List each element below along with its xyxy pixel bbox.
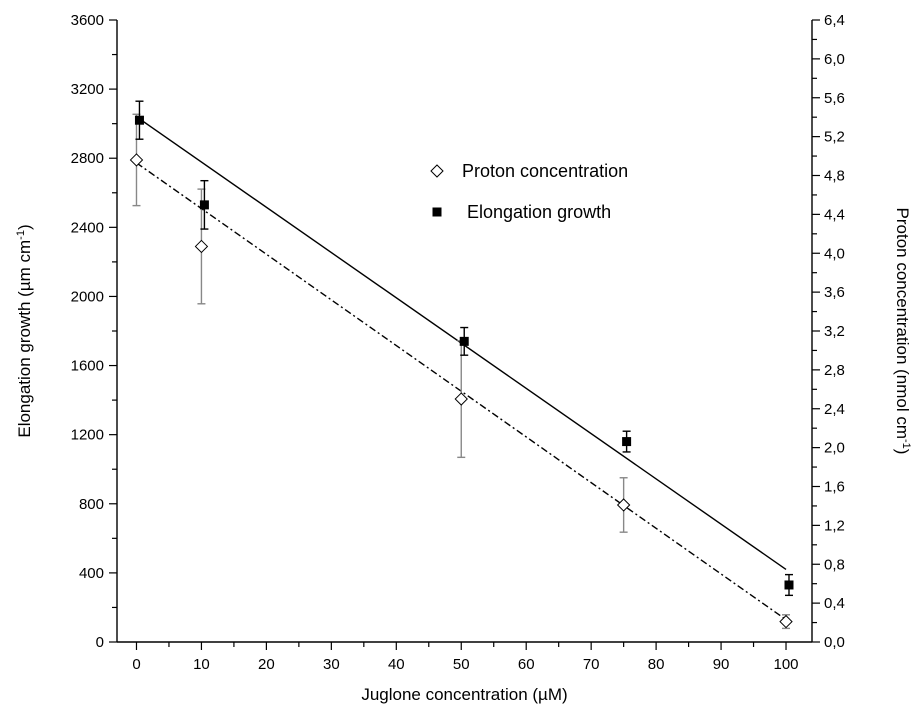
x-tick-label: 20 — [258, 656, 275, 673]
y-left-tick-label: 2800 — [71, 150, 104, 167]
y-left-axis-title-superscript: -1 — [15, 230, 27, 240]
legend-label-proton: Proton concentration — [462, 161, 628, 181]
y-right-tick-label: 5,6 — [824, 90, 845, 107]
y-right-axis-title-superscript: -1 — [900, 439, 912, 449]
y-left-tick-label: 2000 — [71, 288, 104, 305]
elongation-point — [459, 336, 469, 346]
legend: Proton concentration Elongation growth — [430, 161, 628, 222]
y-left-axis-title-main: Elongation growth (µm cm — [15, 240, 34, 438]
y-left-axis-title-tail: ) — [15, 224, 34, 230]
elongation-point — [622, 437, 632, 447]
y-right-tick-label: 3,6 — [824, 284, 845, 301]
y-right-tick-label: 4,0 — [824, 245, 845, 262]
proton-point — [194, 239, 209, 254]
y-right-axis-title-tail: ) — [893, 449, 912, 455]
proton-fit-line — [136, 162, 787, 621]
x-tick-label: 0 — [132, 656, 140, 673]
y-right-tick-label: 5,2 — [824, 129, 845, 146]
y-left-tick-label: 3200 — [71, 81, 104, 98]
x-tick-label: 50 — [453, 656, 470, 673]
y-right-axis-title-main: Proton concentration (nmol cm — [893, 208, 912, 440]
x-tick-label: 100 — [774, 656, 799, 673]
x-tick-label: 90 — [713, 656, 730, 673]
y-left-axis-title: Elongation growth (µm cm-1) — [15, 224, 34, 437]
proton-point — [616, 498, 631, 512]
legend-marker-elongation — [432, 207, 442, 217]
proton-point — [454, 392, 468, 406]
y-left-tick-label: 800 — [79, 496, 104, 513]
y-right-tick-label: 3,2 — [824, 323, 845, 340]
legend-label-elongation: Elongation growth — [467, 202, 611, 222]
y-right-tick-label: 6,0 — [824, 51, 845, 68]
x-tick-label: 70 — [583, 656, 600, 673]
y-right-tick-label: 2,4 — [824, 401, 845, 418]
y-right-tick-label: 1,2 — [824, 517, 845, 534]
y-right-tick-label: 4,4 — [824, 206, 845, 223]
y-right-tick-label: 2,8 — [824, 362, 845, 379]
y-right-tick-label: 4,8 — [824, 168, 845, 185]
y-right-axis-title: Proton concentration (nmol cm-1) — [893, 208, 912, 455]
y-left-tick-label: 1200 — [71, 427, 104, 444]
elongation-point — [784, 580, 794, 590]
y-right-tick-label: 0,0 — [824, 634, 845, 651]
y-left-tick-label: 3600 — [71, 12, 104, 29]
data-points — [129, 100, 794, 630]
x-tick-label: 40 — [388, 656, 405, 673]
axes: 0 10 20 30 40 50 60 70 80 90 100 0 400 800 1200 1600 200… — [15, 12, 912, 704]
x-axis-title: Juglone concentration (µM) — [361, 685, 567, 704]
x-tick-label: 80 — [648, 656, 665, 673]
x-tick-label: 30 — [323, 656, 340, 673]
y-left-tick-label: 400 — [79, 565, 104, 582]
elongation-point — [134, 115, 144, 125]
x-tick-label: 60 — [518, 656, 535, 673]
y-right-tick-label: 6,4 — [824, 12, 845, 29]
y-right-tick-label: 2,0 — [824, 440, 845, 457]
proton-point — [129, 153, 144, 167]
y-left-tick-label: 2400 — [71, 219, 104, 236]
y-right-tick-label: 0,4 — [824, 595, 845, 612]
y-right-tick-label: 0,8 — [824, 556, 845, 573]
elongation-point — [199, 200, 209, 210]
legend-marker-proton — [430, 164, 444, 178]
y-left-tick-label: 1600 — [71, 358, 104, 375]
proton-point — [779, 614, 793, 629]
y-left-tick-label: 0 — [96, 634, 104, 651]
y-right-tick-label: 1,6 — [824, 479, 845, 496]
x-tick-label: 10 — [193, 656, 210, 673]
